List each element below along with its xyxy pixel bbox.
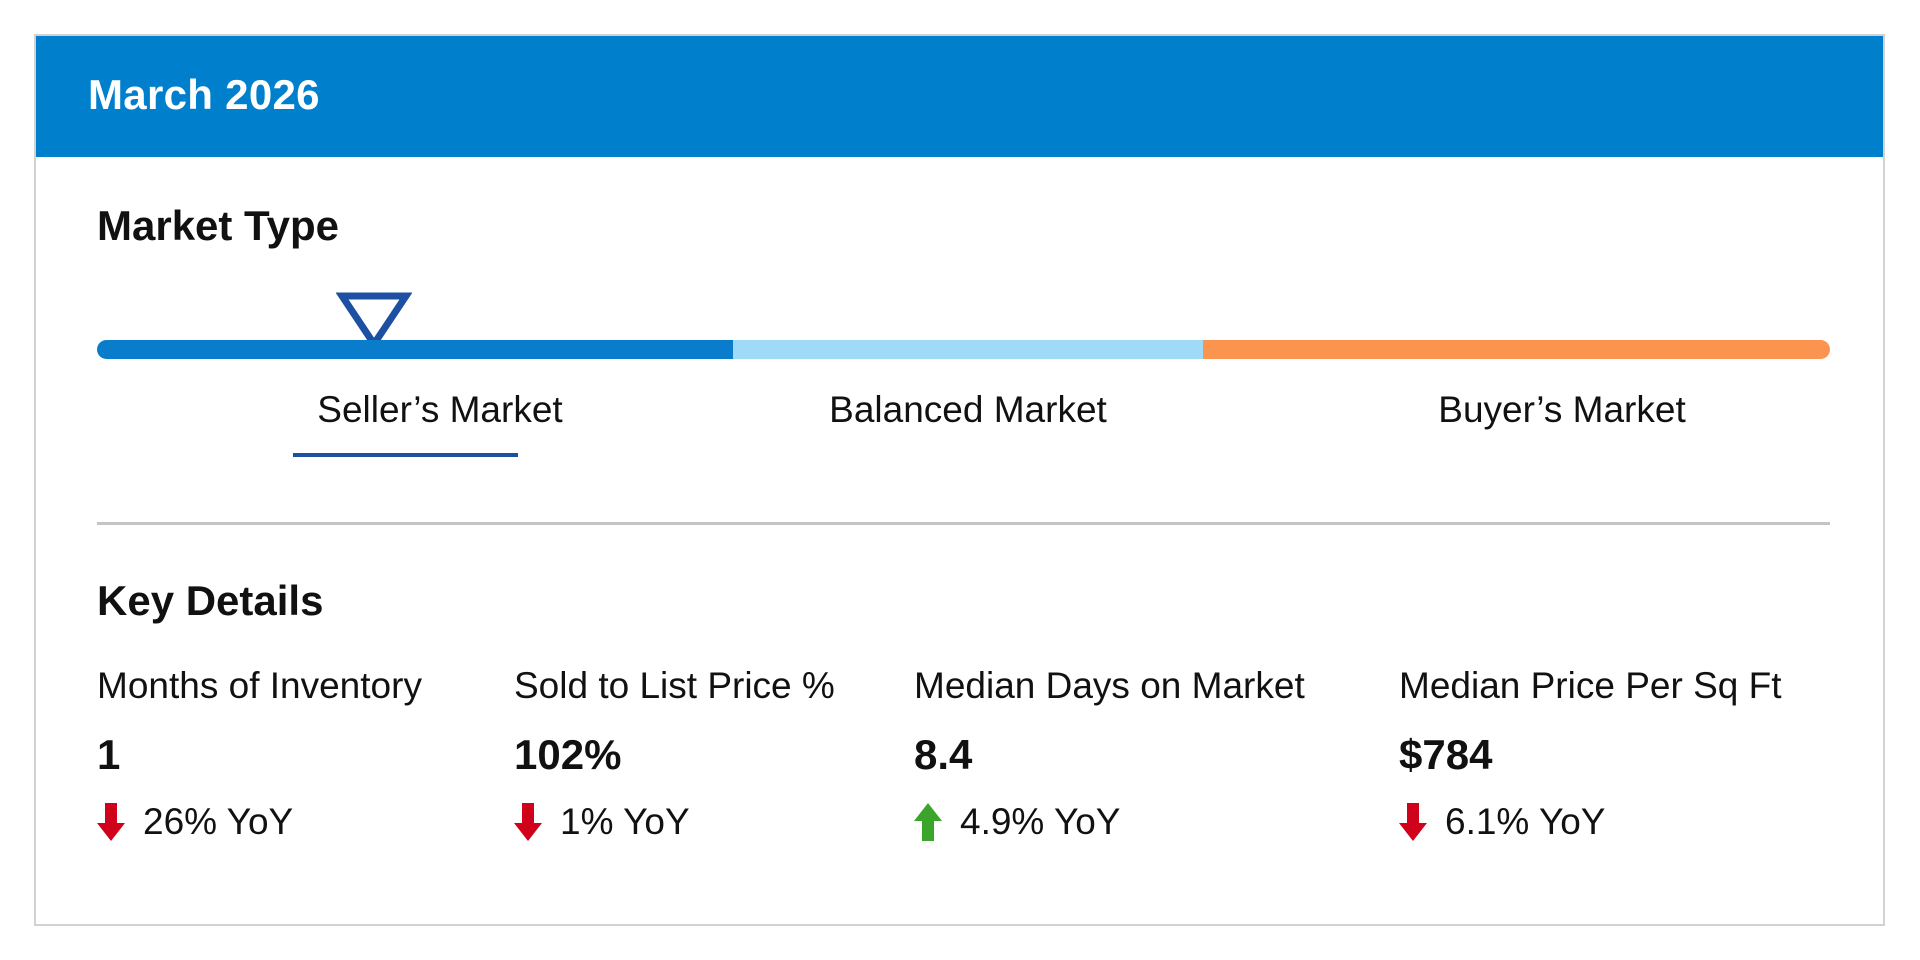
metric-change: 4.9% YoY [914, 800, 1305, 844]
metric-label: Median Days on Market [914, 665, 1305, 706]
segment-label-seller: Seller’s Market [317, 389, 563, 430]
arrow-down-icon [1399, 803, 1427, 841]
card-header: March 2026 [36, 36, 1883, 157]
market-bar-seller [97, 340, 733, 359]
metric-median-days-on-market: Median Days on Market 8.4 4.9% YoY [914, 664, 1305, 844]
market-indicator-icon [336, 292, 412, 350]
selected-segment-underline [293, 453, 518, 457]
metric-change: 26% YoY [97, 800, 422, 844]
metric-median-price-per-sq-ft: Median Price Per Sq Ft $784 6.1% YoY [1399, 664, 1781, 844]
arrow-down-icon [97, 803, 125, 841]
metric-value: 1 [97, 731, 121, 778]
market-bar-balanced [733, 340, 1203, 359]
key-details-heading: Key Details [97, 577, 324, 624]
metric-value: 102% [514, 731, 622, 778]
metric-change-text: 4.9% YoY [960, 801, 1121, 842]
arrow-up-icon [914, 803, 942, 841]
metric-sold-to-list-price: Sold to List Price % 102% 1% YoY [514, 664, 835, 844]
market-type-heading: Market Type [97, 202, 339, 249]
segment-label-balanced: Balanced Market [829, 389, 1107, 430]
metric-change: 1% YoY [514, 800, 835, 844]
metric-change-text: 26% YoY [143, 801, 294, 842]
metric-months-of-inventory: Months of Inventory 1 26% YoY [97, 664, 422, 844]
metric-label: Median Price Per Sq Ft [1399, 665, 1782, 706]
metric-change: 6.1% YoY [1399, 800, 1781, 844]
segment-label-buyer: Buyer’s Market [1438, 389, 1686, 430]
metric-label: Months of Inventory [97, 665, 422, 706]
market-summary-card: March 2026 Market Type Seller’s Market B… [34, 34, 1885, 926]
section-divider [97, 522, 1830, 525]
metric-label: Sold to List Price % [514, 665, 835, 706]
metric-value: $784 [1399, 731, 1493, 778]
arrow-down-icon [514, 803, 542, 841]
metric-value: 8.4 [914, 731, 973, 778]
metric-change-text: 6.1% YoY [1445, 801, 1606, 842]
market-bar-buyer [1203, 340, 1830, 359]
period-title: March 2026 [88, 71, 320, 118]
metric-change-text: 1% YoY [560, 801, 690, 842]
